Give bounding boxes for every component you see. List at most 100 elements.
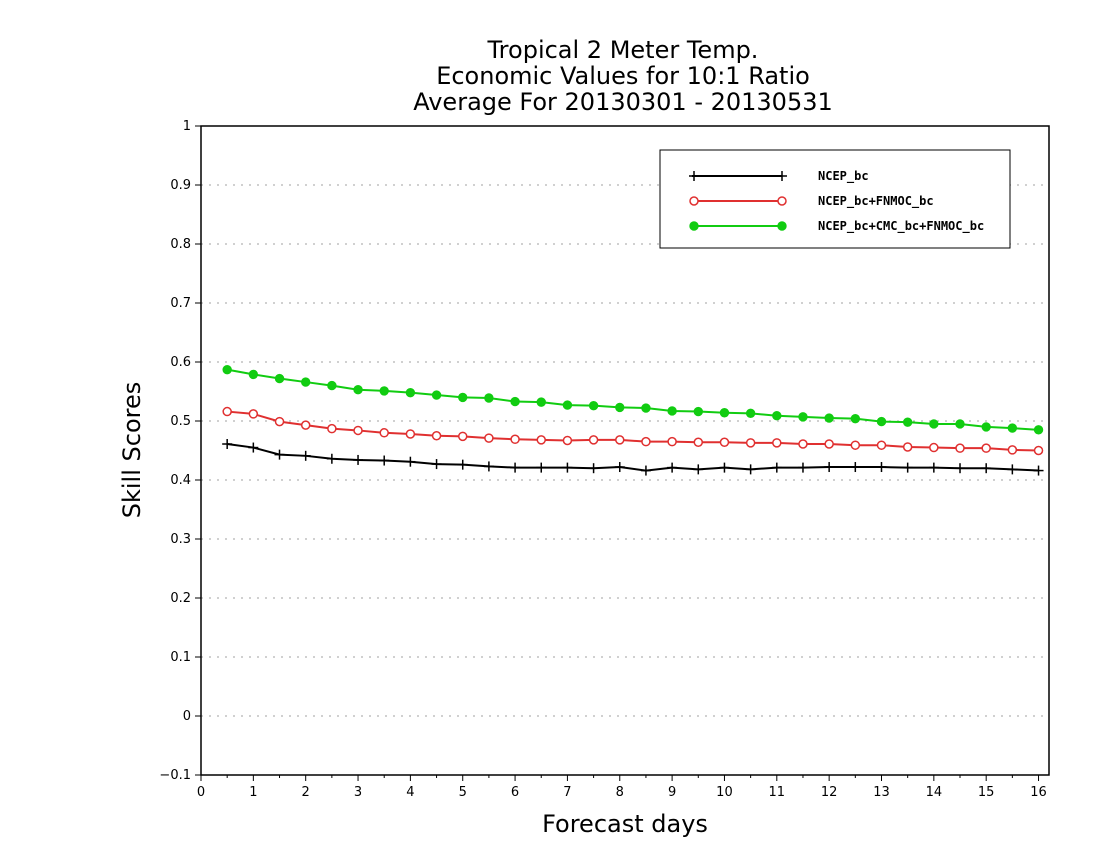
x-tick-label: 8 — [616, 785, 624, 800]
y-tick-label: 0 — [183, 709, 191, 724]
y-tick-label: 0.2 — [170, 591, 191, 606]
legend-entry: NCEP_bc+FNMOC_bc — [689, 194, 934, 209]
data-point — [689, 221, 699, 231]
data-point — [1007, 445, 1018, 455]
data-point — [248, 369, 259, 380]
data-point — [484, 393, 494, 403]
x-tick-label: 4 — [406, 785, 414, 800]
data-point — [667, 436, 677, 447]
x-tick-label: 10 — [716, 785, 733, 800]
data-point — [641, 436, 651, 447]
chart-title-line-1: Tropical 2 Meter Temp. — [487, 36, 759, 64]
data-point — [876, 440, 887, 450]
x-tick-label: 15 — [978, 785, 995, 800]
series-3 — [222, 364, 1044, 435]
chart-title-line-3: Average For 20130301 - 20130531 — [413, 88, 833, 116]
data-point — [248, 409, 259, 419]
data-point — [798, 439, 808, 449]
x-tick-label: 6 — [511, 785, 519, 800]
series-lines — [222, 364, 1044, 476]
data-point — [689, 196, 699, 206]
x-tick-label: 0 — [197, 785, 205, 800]
y-tick-label: 0.4 — [170, 473, 191, 488]
data-point — [615, 402, 625, 413]
data-point — [222, 406, 232, 417]
data-point — [929, 442, 939, 453]
data-point — [588, 435, 599, 445]
legend-label: NCEP_bc+FNMOC_bc — [818, 194, 934, 209]
data-point — [484, 433, 494, 443]
data-point — [536, 397, 546, 407]
y-tick-label: 0.8 — [170, 237, 191, 252]
data-point — [667, 406, 677, 416]
y-tick-label: 0.5 — [170, 414, 191, 429]
data-point — [222, 364, 232, 375]
data-point — [274, 373, 285, 384]
series-line — [227, 410, 1039, 452]
legend-label: NCEP_bc+CMC_bc+FNMOC_bc — [818, 219, 984, 234]
data-point — [300, 420, 311, 430]
data-point — [1033, 445, 1044, 456]
data-point — [850, 413, 861, 424]
data-point — [562, 400, 573, 410]
data-point — [536, 435, 546, 445]
data-point — [327, 423, 337, 434]
y-tick-label: −0.1 — [159, 768, 191, 783]
data-point — [405, 429, 416, 439]
data-point — [693, 437, 704, 447]
series-2 — [222, 406, 1044, 456]
chart-title: Tropical 2 Meter Temp. Economic Values f… — [413, 36, 833, 116]
data-point — [458, 392, 468, 403]
y-tick-label: 0.1 — [170, 650, 191, 665]
data-point — [955, 443, 965, 453]
data-point — [1033, 425, 1044, 435]
data-point — [902, 417, 913, 427]
data-point — [850, 440, 861, 450]
data-point — [777, 196, 787, 206]
chart-title-line-2: Economic Values for 10:1 Ratio — [436, 62, 810, 90]
data-point — [955, 419, 965, 429]
data-point — [798, 412, 808, 422]
data-point — [510, 396, 520, 407]
data-point — [588, 400, 599, 411]
x-tick-label: 7 — [563, 785, 571, 800]
data-point — [615, 435, 625, 445]
data-point — [353, 425, 363, 436]
legend-entry: NCEP_bc — [689, 169, 869, 184]
data-point — [777, 221, 787, 231]
data-point — [824, 439, 834, 449]
plot-frame — [200, 125, 1050, 776]
y-tick-label: 0.6 — [170, 355, 191, 370]
data-point — [353, 385, 363, 395]
data-point — [510, 434, 520, 445]
data-point — [431, 390, 442, 400]
data-point — [641, 403, 651, 413]
data-point — [457, 431, 468, 442]
x-tick-label: 16 — [1030, 785, 1047, 800]
data-point — [876, 416, 887, 427]
y-tick-label: 0.3 — [170, 532, 191, 547]
y-tick-label: 0.7 — [170, 296, 191, 311]
x-tick-label: 9 — [668, 785, 676, 800]
y-tick-label: 1 — [183, 119, 191, 134]
data-point — [562, 435, 573, 446]
x-axis-ticks: 0 1 2 3 4 5 6 7 8 9 10 11 12 13 14 15 16 — [197, 775, 1047, 800]
data-point — [693, 406, 703, 417]
data-point — [300, 377, 311, 387]
grid-lines — [201, 184, 1049, 717]
x-tick-label: 2 — [302, 785, 310, 800]
x-tick-label: 5 — [459, 785, 467, 800]
legend-label: NCEP_bc — [818, 169, 869, 184]
x-tick-label: 13 — [873, 785, 890, 800]
x-tick-label: 3 — [354, 785, 362, 800]
data-point — [824, 413, 834, 423]
data-point — [379, 428, 389, 438]
data-point — [981, 422, 991, 432]
data-point — [1007, 423, 1018, 433]
data-point — [772, 410, 782, 421]
data-point — [981, 443, 991, 453]
data-point — [327, 380, 337, 391]
data-point — [405, 387, 416, 398]
data-point — [274, 416, 285, 427]
legend-box — [659, 149, 1011, 249]
